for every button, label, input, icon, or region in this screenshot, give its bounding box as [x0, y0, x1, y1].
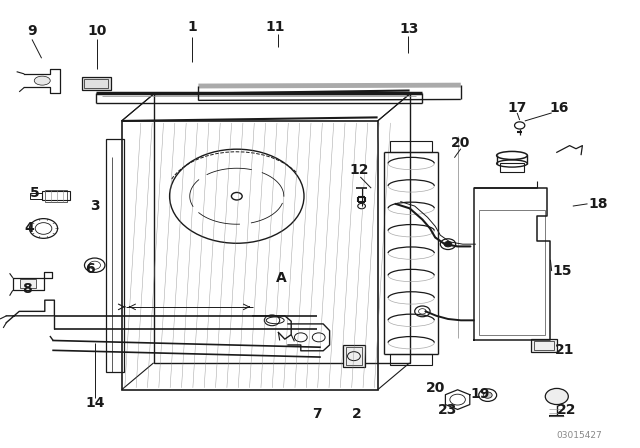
Text: 11: 11	[266, 20, 285, 34]
Bar	[20, 279, 36, 288]
Text: 20: 20	[451, 136, 470, 151]
Bar	[390, 141, 432, 152]
Text: 15: 15	[552, 264, 572, 278]
Bar	[45, 190, 67, 202]
Text: 5: 5	[30, 185, 40, 200]
Text: 03015427: 03015427	[556, 431, 602, 440]
Text: 3: 3	[90, 199, 100, 213]
Text: 19: 19	[470, 387, 490, 401]
Text: 4: 4	[24, 221, 34, 236]
Text: 16: 16	[550, 100, 569, 115]
Text: 10: 10	[88, 24, 107, 39]
Circle shape	[483, 392, 492, 398]
Text: 14: 14	[85, 396, 104, 410]
Bar	[343, 345, 365, 367]
Text: 1: 1	[187, 20, 197, 34]
Text: 22: 22	[557, 403, 576, 417]
Text: 17: 17	[508, 100, 527, 115]
Bar	[122, 121, 378, 390]
Bar	[534, 341, 554, 350]
Bar	[84, 79, 108, 88]
Bar	[42, 191, 70, 200]
Bar	[531, 339, 557, 352]
Bar	[154, 94, 410, 363]
Bar	[390, 354, 432, 365]
Text: 8: 8	[22, 282, 32, 296]
Text: 13: 13	[400, 22, 419, 36]
Text: 7: 7	[312, 407, 322, 422]
Ellipse shape	[35, 76, 51, 85]
Text: 18: 18	[589, 197, 608, 211]
Text: 23: 23	[438, 403, 458, 417]
Text: 20: 20	[426, 380, 445, 395]
Bar	[500, 163, 524, 172]
Bar	[106, 139, 124, 372]
Bar	[82, 77, 111, 90]
Bar	[346, 347, 362, 365]
Bar	[30, 193, 42, 199]
Circle shape	[545, 388, 568, 405]
Text: 21: 21	[555, 343, 574, 358]
Text: 6: 6	[84, 262, 95, 276]
Text: 9: 9	[27, 24, 37, 39]
Text: 12: 12	[350, 163, 369, 177]
Text: A: A	[276, 271, 287, 285]
Circle shape	[444, 241, 452, 247]
Text: 2: 2	[352, 407, 362, 422]
Bar	[479, 210, 545, 335]
